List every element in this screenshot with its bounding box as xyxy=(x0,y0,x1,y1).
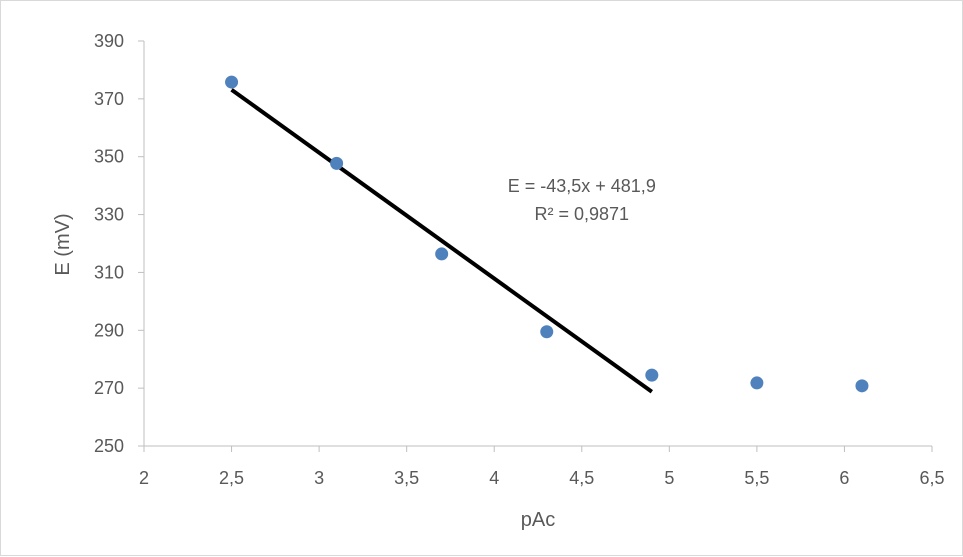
trendline-equation: E = -43,5x + 481,9 xyxy=(508,176,656,196)
data-points xyxy=(225,75,869,393)
data-point xyxy=(225,75,239,89)
data-point xyxy=(435,247,449,261)
trendline xyxy=(230,88,653,394)
x-tick-label: 4,5 xyxy=(569,468,594,488)
x-tick-label: 2 xyxy=(139,468,149,488)
data-point xyxy=(750,376,764,390)
x-tick-label: 4 xyxy=(489,468,499,488)
y-tick-label: 290 xyxy=(94,320,124,340)
data-point xyxy=(540,325,554,339)
x-tick-label: 3,5 xyxy=(394,468,419,488)
data-point xyxy=(855,379,869,393)
data-point xyxy=(645,368,659,382)
y-tick-label: 370 xyxy=(94,89,124,109)
r-squared-label: R² = 0,9871 xyxy=(534,204,629,224)
x-axis-title: pAc xyxy=(521,509,555,531)
data-point xyxy=(330,156,344,170)
x-tick-label: 3 xyxy=(314,468,324,488)
x-tick-label: 5 xyxy=(664,468,674,488)
x-tick-label: 6 xyxy=(839,468,849,488)
x-tick-label: 2,5 xyxy=(219,468,244,488)
tick-labels: 250 270 290 310 330 350 370 390 2 2,5 3 3,5 4 4,5 5 5,5… xyxy=(94,31,945,488)
axes xyxy=(138,40,933,452)
y-tick-label: 350 xyxy=(94,147,124,167)
y-tick-label: 330 xyxy=(94,205,124,225)
y-axis-title: E (mV) xyxy=(52,213,74,275)
y-tick-label: 310 xyxy=(94,262,124,282)
x-tick-label: 5,5 xyxy=(744,468,769,488)
x-tick-label: 6,5 xyxy=(919,468,944,488)
y-tick-label: 270 xyxy=(94,378,124,398)
y-tick-label: 250 xyxy=(94,436,124,456)
y-tick-label: 390 xyxy=(94,31,124,51)
